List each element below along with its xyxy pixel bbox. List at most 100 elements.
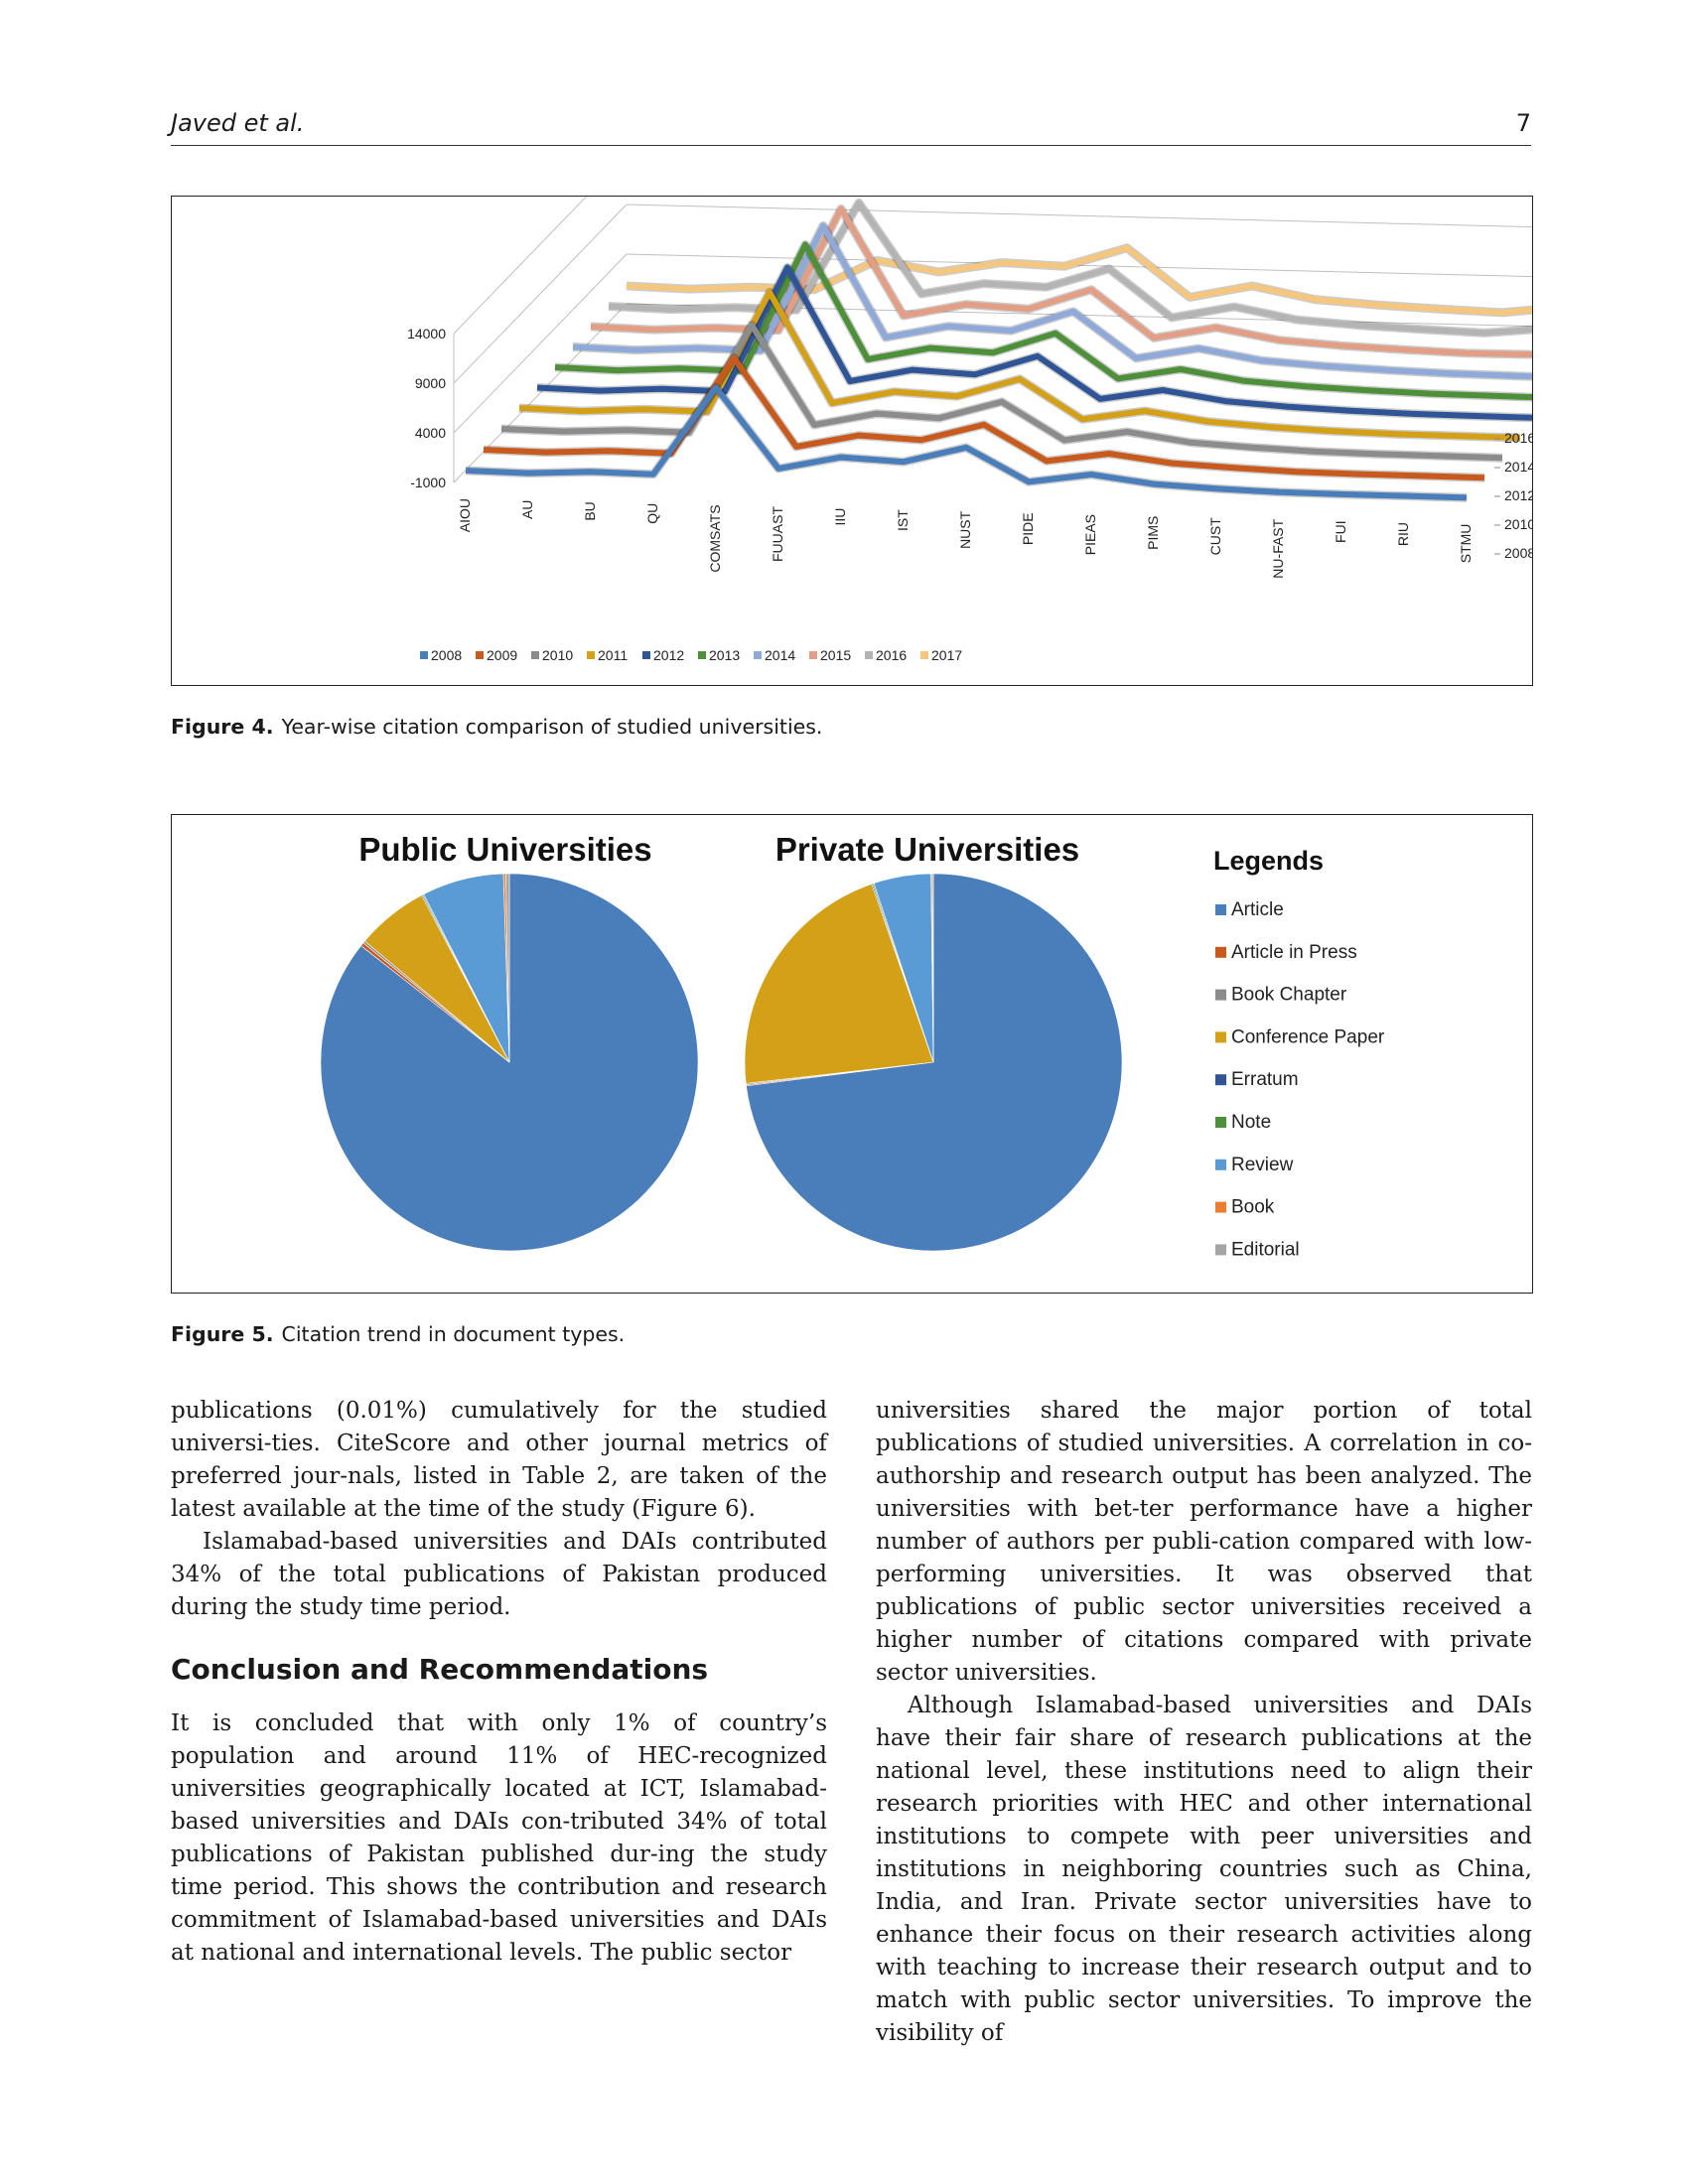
legend-label: 2011 bbox=[598, 647, 628, 663]
y-tick-label: 9000 bbox=[415, 375, 446, 391]
legend-label: 2016 bbox=[876, 647, 907, 663]
legend-swatch bbox=[1215, 1244, 1226, 1256]
legend-swatch bbox=[476, 651, 484, 659]
series-line-2012 bbox=[536, 264, 1532, 421]
paragraph: universities shared the major portion of… bbox=[876, 1398, 1532, 1686]
pie-slice bbox=[931, 873, 934, 1063]
depth-tick-label: 2008 bbox=[1504, 545, 1532, 561]
grid-line bbox=[453, 253, 628, 434]
y-tick-label: 4000 bbox=[415, 425, 446, 441]
x-tick-label: RIU bbox=[1395, 522, 1411, 546]
legend-label: 2012 bbox=[653, 647, 684, 663]
paragraph: publications (0.01%) cumulatively for th… bbox=[171, 1398, 827, 1522]
legend-label: Article in Press bbox=[1231, 942, 1357, 963]
legend-title: Legends bbox=[1213, 846, 1324, 876]
figure-5-caption: Figure 5. Citation trend in document type… bbox=[171, 1322, 625, 1346]
depth-tick-label: 2016 bbox=[1504, 430, 1532, 446]
legend-label: 2017 bbox=[931, 647, 962, 663]
legend-swatch bbox=[865, 651, 873, 659]
x-tick-label: FUI bbox=[1333, 520, 1348, 543]
legend-label: 2008 bbox=[431, 647, 462, 663]
section-heading: Conclusion and Recommendations bbox=[171, 1653, 709, 1686]
x-tick-label: FUUAST bbox=[770, 506, 785, 562]
figure-4-caption: Figure 4. Year-wise citation comparison o… bbox=[171, 715, 822, 739]
x-tick-label: STMU bbox=[1458, 524, 1474, 564]
legend-label: 2009 bbox=[487, 647, 517, 663]
series-line-2010 bbox=[500, 322, 1503, 462]
legend-label: 2010 bbox=[542, 647, 573, 663]
series-line-2011 bbox=[518, 289, 1521, 442]
grid-line bbox=[453, 197, 588, 335]
paragraph: It is concluded that with only 1% of cou… bbox=[171, 1710, 827, 1966]
x-tick-label: CUST bbox=[1207, 517, 1223, 556]
figure-5-pie-charts: Public Universities Private Universities L… bbox=[171, 814, 1533, 1294]
legend-label: 2013 bbox=[709, 647, 740, 663]
running-head-authors: Javed et al. bbox=[171, 109, 305, 137]
paragraph: Although Islamabad-based universities an… bbox=[876, 1693, 1532, 2046]
legend-label: 2015 bbox=[820, 647, 851, 663]
series-line-shadow bbox=[465, 382, 1468, 502]
legend-swatch bbox=[1215, 1074, 1226, 1086]
legend-swatch bbox=[1215, 1201, 1226, 1213]
legend-label: Book Chapter bbox=[1231, 985, 1347, 1006]
x-tick-label: BU bbox=[582, 501, 598, 520]
series-line-2009 bbox=[483, 354, 1485, 481]
series-line-2008 bbox=[465, 384, 1468, 501]
figure-4-line-chart: 14000 9000 4000 -1000 AIOU AU BU QU COMSATS FUUAS… bbox=[171, 196, 1533, 686]
legend-swatch bbox=[1215, 989, 1226, 1001]
body-column-right: universities shared the major portion of… bbox=[876, 1395, 1532, 2050]
pie-slice bbox=[505, 873, 510, 1063]
grid-line bbox=[453, 303, 628, 483]
legend-swatch bbox=[809, 651, 817, 659]
figure-5-caption-label: Figure 5. bbox=[171, 1322, 274, 1346]
legend-swatch bbox=[1215, 904, 1226, 915]
legend-swatch bbox=[698, 651, 706, 659]
paragraph: Islamabad-based universities and DAIs co… bbox=[171, 1529, 827, 1620]
series-line-2013 bbox=[554, 241, 1532, 401]
depth-tick-label: 2014 bbox=[1504, 459, 1532, 475]
x-tick-label: PIDE bbox=[1020, 512, 1036, 545]
legend-label: 2014 bbox=[765, 647, 795, 663]
legend-swatch bbox=[642, 651, 650, 659]
legend-label: Conference Paper bbox=[1231, 1026, 1385, 1047]
grid-line bbox=[626, 204, 1532, 228]
pie-slice bbox=[744, 884, 934, 1084]
x-tick-label: COMSATS bbox=[707, 504, 723, 572]
figure-4-svg: 14000 9000 4000 -1000 AIOU AU BU QU COMSATS FUUAS… bbox=[407, 197, 1532, 663]
body-column-left: publications (0.01%) cumulatively for th… bbox=[171, 1395, 827, 1970]
x-tick-label: NU-FAST bbox=[1270, 518, 1286, 578]
pie-title: Private Universities bbox=[775, 831, 1079, 868]
x-tick-label: IIU bbox=[832, 508, 848, 526]
legend-swatch bbox=[531, 651, 539, 659]
legend-swatch bbox=[587, 651, 595, 659]
legend-label: Note bbox=[1231, 1112, 1271, 1133]
page-number: 7 bbox=[1515, 109, 1531, 137]
y-tick-label: -1000 bbox=[410, 475, 446, 490]
legend-swatch bbox=[1215, 1117, 1226, 1128]
legend-swatch bbox=[1215, 946, 1226, 958]
legend-swatch bbox=[920, 651, 928, 659]
legend-label: Book bbox=[1231, 1197, 1275, 1218]
legend-label: Erratum bbox=[1231, 1069, 1299, 1090]
legend-swatch bbox=[1215, 1159, 1226, 1170]
x-tick-label: AU bbox=[519, 500, 535, 519]
pie-title: Public Universities bbox=[358, 831, 651, 868]
figure-4-caption-label: Figure 4. bbox=[171, 715, 274, 739]
depth-tick-label: 2012 bbox=[1504, 487, 1532, 503]
x-tick-label: AIOU bbox=[457, 498, 473, 532]
pie-slice bbox=[746, 873, 1123, 1252]
grid-line bbox=[453, 204, 628, 384]
running-head: Javed et al. 7 bbox=[171, 105, 1531, 146]
x-tick-label: PIEAS bbox=[1082, 514, 1098, 555]
y-tick-label: 14000 bbox=[407, 326, 446, 341]
legend-swatch bbox=[1215, 1031, 1226, 1043]
legend-label: Review bbox=[1231, 1155, 1294, 1175]
x-tick-label: IST bbox=[895, 509, 911, 531]
x-tick-label: NUST bbox=[957, 510, 973, 549]
legend-swatch bbox=[754, 651, 762, 659]
legend-swatch bbox=[420, 651, 428, 659]
legend-label: Editorial bbox=[1231, 1239, 1300, 1260]
x-tick-label: QU bbox=[644, 503, 660, 524]
x-tick-label: PIMS bbox=[1145, 516, 1161, 550]
figure-4-caption-text: Year-wise citation comparison of studied… bbox=[281, 715, 823, 739]
